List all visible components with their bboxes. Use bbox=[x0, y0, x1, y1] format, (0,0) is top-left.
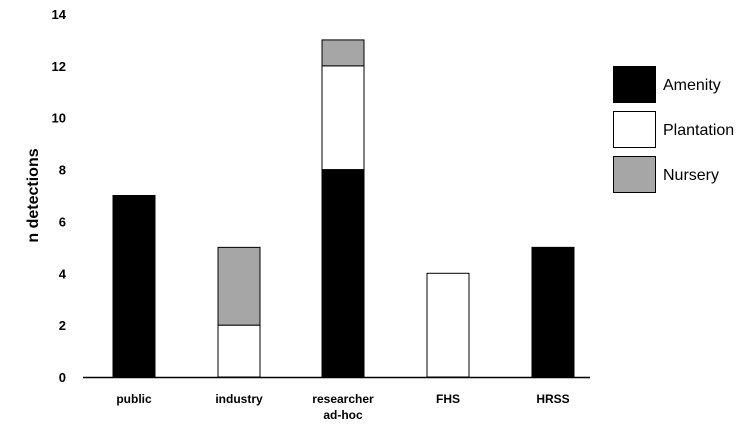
x-category-label-line: researcher bbox=[312, 392, 374, 406]
x-category-label: researcher ad-hoc bbox=[312, 392, 374, 422]
legend-swatch-nursery bbox=[613, 156, 656, 193]
x-axis: public industry researcher ad-hoc FHS HRSS bbox=[83, 376, 590, 422]
bar-segment-plantation bbox=[217, 324, 261, 378]
x-category-label-line: FHS bbox=[436, 392, 460, 406]
bar-segment-nursery bbox=[321, 39, 365, 67]
legend-label-nursery: Nursery bbox=[663, 167, 719, 184]
bar-segment-amenity bbox=[321, 169, 365, 378]
bar-segment-amenity bbox=[112, 195, 156, 378]
bars bbox=[112, 39, 575, 378]
y-tick-label: 10 bbox=[52, 111, 66, 126]
bar-segment-amenity bbox=[531, 246, 575, 378]
legend-label-plantation: Plantation bbox=[663, 122, 734, 139]
x-category-label-line: ad-hoc bbox=[323, 408, 363, 422]
y-axis-title: n detections bbox=[25, 148, 42, 242]
x-category-label: FHS bbox=[436, 392, 460, 406]
x-category-label: industry bbox=[215, 392, 263, 406]
x-category-label: public bbox=[116, 392, 152, 406]
x-category-label-line: HRSS bbox=[536, 392, 569, 406]
legend-swatch-amenity bbox=[613, 66, 656, 103]
y-tick-label: 6 bbox=[59, 214, 66, 229]
bar-segment-nursery bbox=[217, 246, 261, 326]
y-axis-title-group: n detections bbox=[25, 148, 42, 242]
y-tick-label: 12 bbox=[52, 59, 66, 74]
x-category-label: HRSS bbox=[536, 392, 569, 406]
x-category-label-line: industry bbox=[215, 392, 263, 406]
legend-label-amenity: Amenity bbox=[663, 77, 721, 94]
y-axis: 0 2 4 6 8 10 12 14 bbox=[52, 7, 67, 385]
bar-segment-plantation bbox=[426, 272, 470, 378]
y-tick-label: 0 bbox=[59, 370, 66, 385]
bar-segment-plantation bbox=[321, 65, 365, 171]
y-tick-label: 14 bbox=[52, 7, 67, 22]
y-tick-label: 4 bbox=[59, 266, 67, 281]
y-tick-label: 2 bbox=[59, 318, 66, 333]
legend-swatch-plantation bbox=[613, 111, 656, 148]
x-category-label-line: public bbox=[116, 392, 152, 406]
legend: Amenity Plantation Nursery bbox=[613, 66, 734, 193]
y-tick-label: 8 bbox=[59, 163, 66, 178]
